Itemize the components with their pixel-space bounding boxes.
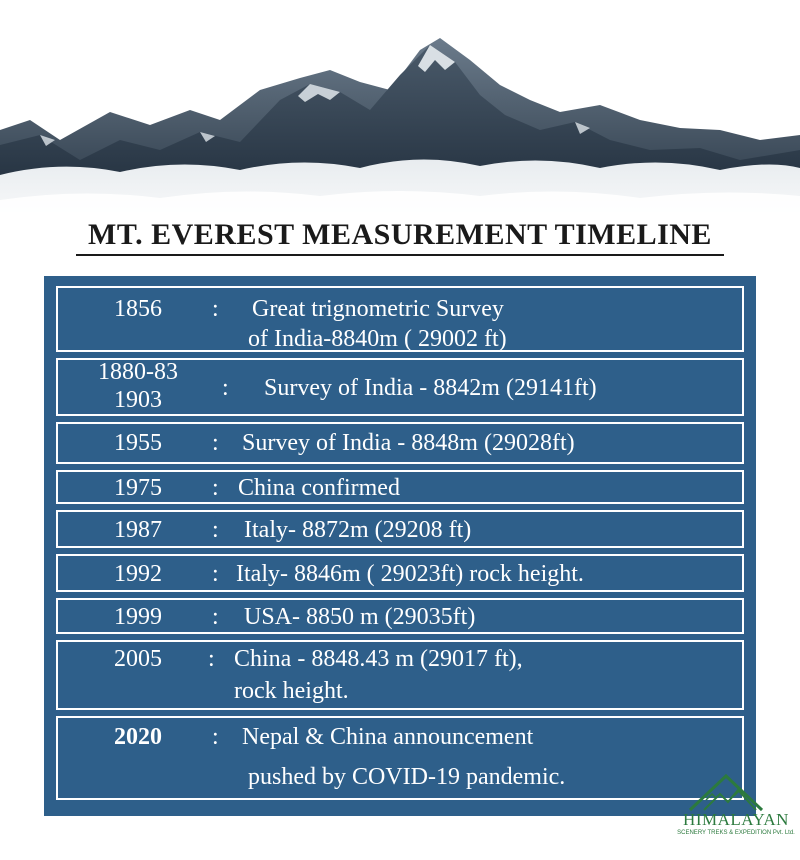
timeline-row: 1880-83 1903: Survey of India - 8842m (291… — [56, 358, 744, 416]
timeline-row: 1992: Italy- 8846m ( 29023ft) rock height… — [56, 554, 744, 592]
timeline-year: 1856 — [114, 296, 162, 322]
timeline-row: 1856: Great trignometric Survey of India-8… — [56, 286, 744, 352]
timeline-description: Great trignometric Survey — [252, 296, 504, 322]
timeline-description: Survey of India - 8842m (29141ft) — [264, 375, 597, 401]
timeline-colon: : — [208, 646, 215, 672]
timeline-year: 1880-83 1903 — [78, 358, 198, 414]
timeline-description: USA- 8850 m (29035ft) — [244, 604, 476, 630]
timeline-year: 1955 — [114, 430, 162, 456]
timeline-colon: : — [212, 604, 219, 630]
timeline-colon: : — [222, 375, 229, 401]
timeline-description: rock height. — [234, 678, 349, 704]
timeline-description: pushed by COVID-19 pandemic. — [248, 764, 566, 790]
timeline-year: 2020 — [114, 724, 162, 750]
logo-name: HIMALAYAN — [683, 810, 789, 829]
timeline-rows: 1856: Great trignometric Survey of India-8… — [56, 286, 744, 806]
title-text: MT. EVEREST MEASUREMENT TIMELINE — [76, 218, 724, 256]
timeline-row: 2005: China - 8848.43 m (29017 ft), rock h… — [56, 640, 744, 710]
timeline-description: China confirmed — [238, 475, 400, 501]
timeline-row: 1987: Italy- 8872m (29208 ft) — [56, 510, 744, 548]
timeline-row: 1975: China confirmed — [56, 470, 744, 504]
timeline-description: China - 8848.43 m (29017 ft), — [234, 646, 523, 672]
timeline-description: Italy- 8872m (29208 ft) — [244, 517, 472, 543]
timeline-row: 1955: Survey of India - 8848m (29028ft) — [56, 422, 744, 464]
timeline-year: 1992 — [114, 561, 162, 587]
timeline-year: 1987 — [114, 517, 162, 543]
timeline-year: 1999 — [114, 604, 162, 630]
timeline-year-line: 1880-83 — [98, 359, 178, 385]
timeline-description: Italy- 8846m ( 29023ft) rock height. — [236, 561, 584, 587]
timeline-description: Survey of India - 8848m (29028ft) — [242, 430, 575, 456]
timeline-row: 1999: USA- 8850 m (29035ft) — [56, 598, 744, 634]
timeline-description: of India-8840m ( 29002 ft) — [248, 326, 507, 352]
logo-tagline: SCENERY TREKS & EXPEDITION Pvt. Ltd. — [677, 830, 795, 836]
timeline-colon: : — [212, 517, 219, 543]
mountain-hero-image — [0, 0, 800, 250]
timeline-year: 1975 — [114, 475, 162, 501]
mountain-range-icon — [0, 0, 800, 250]
timeline-colon: : — [212, 430, 219, 456]
timeline-description: Nepal & China announcement — [242, 724, 534, 750]
timeline-colon: : — [212, 561, 219, 587]
timeline-row: 2020: Nepal & China announcement pushed by… — [56, 716, 744, 800]
page-title: MT. EVEREST MEASUREMENT TIMELINE — [0, 218, 800, 256]
company-logo: HIMALAYAN SCENERY TREKS & EXPEDITION Pvt… — [676, 770, 796, 850]
timeline-colon: : — [212, 475, 219, 501]
timeline-colon: : — [212, 724, 219, 750]
timeline-colon: : — [212, 296, 219, 322]
timeline-year: 2005 — [114, 646, 162, 672]
mountain-logo-icon — [688, 773, 764, 812]
timeline-panel: 1856: Great trignometric Survey of India-8… — [44, 276, 756, 816]
timeline-year-line: 1903 — [114, 387, 162, 413]
